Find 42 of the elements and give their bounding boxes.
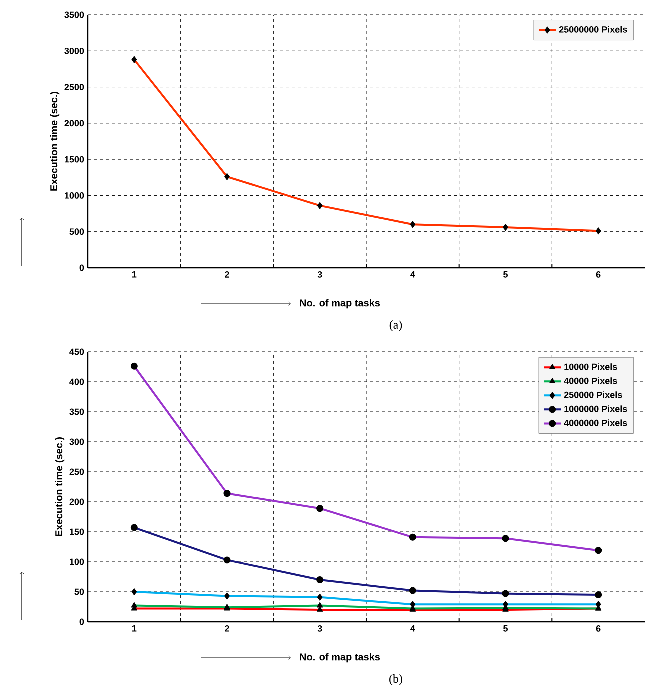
- legend-label: 4000000 Pixels: [564, 420, 628, 426]
- y-tick-label: 2000: [64, 120, 84, 127]
- y-tick-label: 150: [70, 528, 84, 536]
- x-tick-label: 2: [225, 626, 230, 632]
- y-tick-label: 1000: [65, 192, 84, 199]
- y-tick-label: 3000: [64, 48, 84, 54]
- y-tick-label: 2500: [64, 84, 84, 90]
- y-tick-label: 400: [70, 378, 84, 386]
- x-tick-label: 3: [318, 272, 322, 278]
- y-axis-title: Execution time (sec.): [50, 92, 60, 191]
- y-tick-label: 200: [70, 498, 84, 506]
- y-axis-title: Execution time (sec.): [55, 437, 65, 536]
- y-tick-label: 300: [70, 438, 84, 446]
- text: (a): [390, 320, 402, 332]
- y-tick-label: 0: [80, 618, 84, 626]
- legend-label: 25000000 Pixels: [559, 26, 628, 33]
- legend-label: 1000000 Pixels: [564, 406, 628, 412]
- y-tick-label: 3500: [64, 12, 84, 18]
- y-tick-label: 50: [74, 588, 84, 596]
- x-tick-label: 6: [596, 272, 601, 278]
- y-tick-label: 250: [70, 468, 84, 476]
- x-tick-label: 5: [504, 626, 508, 632]
- x-tick-label: 3: [318, 626, 322, 632]
- y-tick-label: 0: [80, 264, 84, 272]
- legend-label: 10000 Pixels: [564, 364, 618, 370]
- y-tick-label: 350: [70, 408, 84, 416]
- x-tick-label: 4: [410, 626, 416, 632]
- y-tick-label: 500: [70, 228, 84, 236]
- legend-label: 40000 Pixels: [564, 378, 618, 384]
- x-tick-label: 4: [410, 272, 416, 278]
- x-tick-label: 1: [132, 272, 137, 278]
- x-tick-label: 6: [596, 626, 601, 632]
- x-tick-label: 1: [132, 626, 137, 632]
- y-tick-label: 100: [70, 558, 84, 566]
- legend-label: 250000 Pixels: [564, 392, 622, 398]
- x-axis-title: No. of map tasks: [300, 653, 380, 663]
- y-tick-label: 450: [70, 348, 84, 356]
- x-tick-label: 2: [225, 272, 230, 278]
- text: (b): [390, 674, 402, 686]
- y-tick-label: 1500: [65, 156, 84, 163]
- x-tick-label: 5: [504, 272, 508, 278]
- x-axis-title: No. of map tasks: [300, 299, 380, 309]
